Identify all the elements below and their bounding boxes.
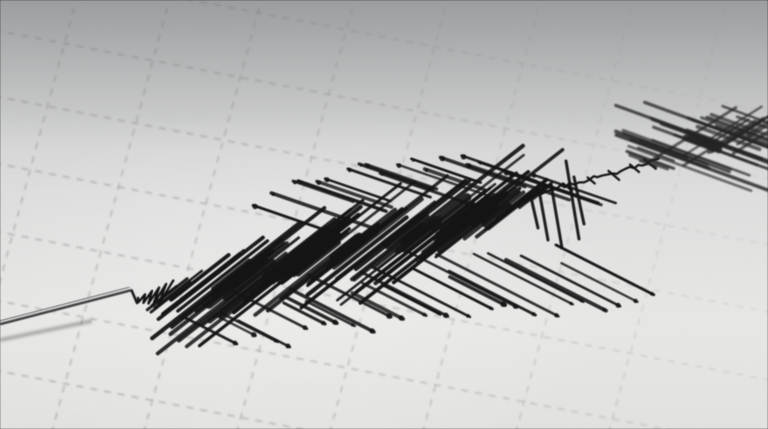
photo-grain	[0, 0, 768, 429]
seismograph-image	[0, 0, 768, 429]
seismograph-photo	[0, 0, 768, 429]
